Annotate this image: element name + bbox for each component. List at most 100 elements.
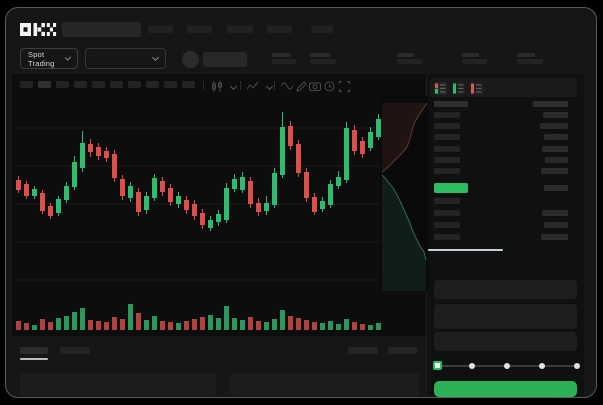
book-view-asks-button[interactable] [470,82,483,95]
orderbook-toolbar-bg [430,78,577,97]
ticker-stat-value [272,59,296,64]
pair-select[interactable] [85,48,166,69]
candlesticks [16,112,381,231]
app-window: Spot Trading [5,7,597,398]
ask-row[interactable] [434,145,577,153]
screenshot-button[interactable] [308,80,322,92]
ask-row[interactable] [434,111,577,119]
price-cell [434,112,460,118]
slider-stop-dot[interactable] [504,363,510,369]
price-cell [434,234,460,240]
slider-stop-dot[interactable] [539,363,545,369]
interval-button[interactable] [56,81,69,88]
wave-tool-button[interactable] [280,80,294,92]
bid-row[interactable] [434,209,577,217]
ask-row[interactable] [434,167,577,175]
ask-row[interactable] [434,133,577,141]
bottom-panel-right [230,373,419,396]
last-price-row[interactable] [434,183,577,194]
ask-row[interactable] [434,122,577,130]
amount-cell [540,123,568,129]
buy-submit-button[interactable] [434,381,577,397]
wave-icon [281,82,293,90]
chart-area-bg [12,74,426,336]
clock-icon [324,81,334,91]
order-form-field-1[interactable] [434,280,577,299]
price-cell [434,123,460,129]
amount-cell [545,157,568,163]
draw-tool-button[interactable] [294,80,308,92]
ticker-stat-value [310,59,336,64]
depth-overlay [380,96,428,292]
pencil-icon [295,80,307,92]
bid-row[interactable] [434,197,577,205]
candle-style-button[interactable] [210,80,224,92]
indicators-button[interactable] [246,80,260,92]
order-form-field-2[interactable] [434,304,577,329]
interval-button[interactable] [38,81,51,88]
nav-item[interactable] [187,26,212,33]
last-price-badge [434,183,468,193]
order-form-field-3[interactable] [434,332,577,351]
amount-cell [541,168,568,174]
nav-item[interactable] [267,26,292,33]
fullscreen-button[interactable] [337,80,351,92]
wallet-button[interactable] [203,52,247,67]
price-chart-canvas[interactable] [5,7,597,398]
bottom-panel-left [20,373,216,396]
ask-row[interactable] [434,156,577,164]
footer-tab[interactable] [60,347,90,354]
ticker-stat-value [462,59,487,64]
price-cell [434,222,460,228]
buy-tab-underline [428,249,503,251]
interval-button[interactable] [92,81,105,88]
interval-button[interactable] [128,81,141,88]
ticker-stat-value [517,59,543,64]
candle-style-icon [212,80,222,92]
price-cell [434,146,460,152]
price-cell [434,168,460,174]
price-cell [434,101,468,107]
interval-button[interactable] [146,81,159,88]
ticker-stat-value [397,59,422,64]
footer-toggle[interactable] [388,347,417,354]
bid-row[interactable] [434,233,577,241]
search-input[interactable] [62,22,141,37]
ticker-stat-label [310,53,330,57]
amount-cell [543,112,568,118]
ticker-stat-label [462,53,479,57]
amount-cell [542,146,568,152]
price-cell [434,157,460,163]
market-type-select[interactable]: Spot Trading [20,48,78,69]
slider-stop-dot[interactable] [469,363,475,369]
buy-sell-tabs: Buy Sell [428,248,577,272]
amount-cell [533,101,568,107]
nav-item[interactable] [227,26,253,33]
order-book [434,100,577,246]
amount-cell [544,134,568,140]
interval-button[interactable] [182,81,195,88]
bid-row[interactable] [434,221,577,229]
interval-button[interactable] [164,81,177,88]
orderbook-header[interactable] [434,100,577,108]
footer-tab[interactable] [20,347,48,354]
history-button[interactable] [322,80,336,92]
account-avatar[interactable] [182,51,199,68]
book-combined-icon [435,83,446,94]
book-asks-icon [471,83,482,94]
nav-item[interactable] [311,26,333,33]
slider-stop-dot[interactable] [574,363,580,369]
nav-item[interactable] [148,26,173,33]
interval-button[interactable] [74,81,87,88]
price-cell [434,198,460,204]
chart-gridlines [14,127,380,281]
fullscreen-icon [338,80,350,92]
interval-button[interactable] [110,81,123,88]
footer-toggle[interactable] [348,347,378,354]
okx-logo[interactable] [20,23,57,36]
slider-handle[interactable] [433,361,442,370]
price-cell [434,210,460,216]
interval-button[interactable] [20,81,33,88]
book-view-combined-button[interactable] [434,82,447,95]
book-view-bids-button[interactable] [452,82,465,95]
